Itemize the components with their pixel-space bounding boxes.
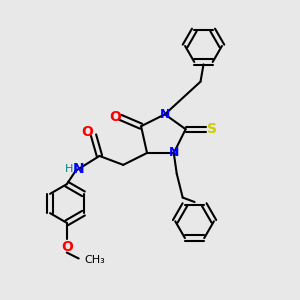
Text: O: O xyxy=(82,125,94,139)
Text: N: N xyxy=(169,146,179,160)
Text: O: O xyxy=(61,240,73,254)
Text: N: N xyxy=(160,108,170,121)
Text: O: O xyxy=(109,110,121,124)
Text: S: S xyxy=(207,122,218,136)
Text: N: N xyxy=(73,162,85,176)
Text: CH₃: CH₃ xyxy=(85,255,105,265)
Text: H: H xyxy=(65,164,73,174)
